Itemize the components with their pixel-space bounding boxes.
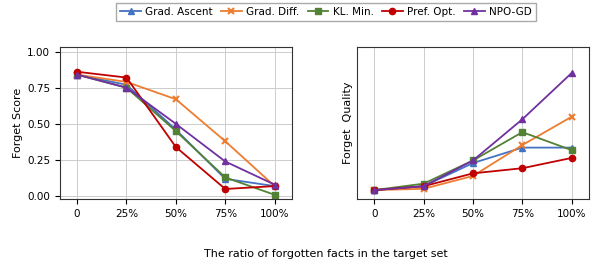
Y-axis label: Forget  Quality: Forget Quality [343,82,353,164]
Legend: Grad. Ascent, Grad. Diff., KL. Min., Pref. Opt., NPO-GD: Grad. Ascent, Grad. Diff., KL. Min., Pre… [116,3,536,21]
Text: The ratio of forgotten facts in the target set: The ratio of forgotten facts in the targ… [204,249,448,259]
Y-axis label: Forget Score: Forget Score [13,88,23,158]
